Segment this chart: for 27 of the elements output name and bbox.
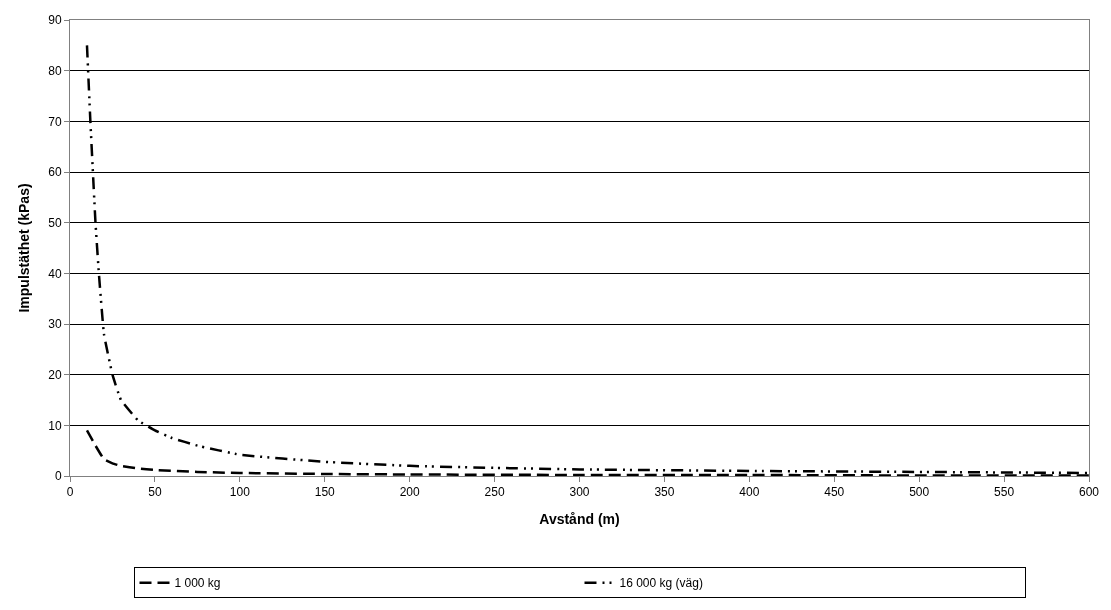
x-tick-label: 600 — [1078, 485, 1100, 500]
legend-label: 16 000 kg (väg) — [619, 576, 703, 591]
x-tick-label: 350 — [654, 485, 675, 500]
y-tick-label: 60 — [48, 165, 62, 180]
y-tick-label: 70 — [48, 114, 62, 129]
x-tick-label: 200 — [399, 485, 420, 500]
x-tick-label: 550 — [994, 485, 1015, 500]
x-tick-label: 300 — [569, 485, 590, 500]
y-tick-label: 90 — [48, 13, 62, 28]
legend-label: 1 000 kg — [174, 576, 221, 591]
x-axis-title: Avstånd (m) — [539, 510, 620, 527]
y-axis-title: Impulstäthet (kPas) — [15, 183, 32, 313]
y-tick-label: 50 — [48, 215, 62, 230]
x-tick-label: 0 — [66, 485, 74, 500]
y-tick-label: 80 — [48, 63, 62, 78]
x-tick-label: 150 — [314, 485, 336, 500]
x-tick-label: 100 — [229, 485, 251, 500]
y-tick-label: 0 — [54, 469, 62, 484]
x-tick-label: 50 — [148, 485, 162, 500]
x-tick-label: 250 — [484, 485, 505, 500]
x-tick-label: 450 — [824, 485, 845, 500]
x-tick-label: 400 — [739, 485, 760, 500]
y-tick-label: 20 — [48, 367, 62, 382]
y-tick-label: 10 — [48, 418, 62, 433]
x-tick-label: 500 — [909, 485, 930, 500]
y-tick-label: 30 — [48, 317, 62, 332]
y-tick-label: 40 — [48, 266, 62, 281]
